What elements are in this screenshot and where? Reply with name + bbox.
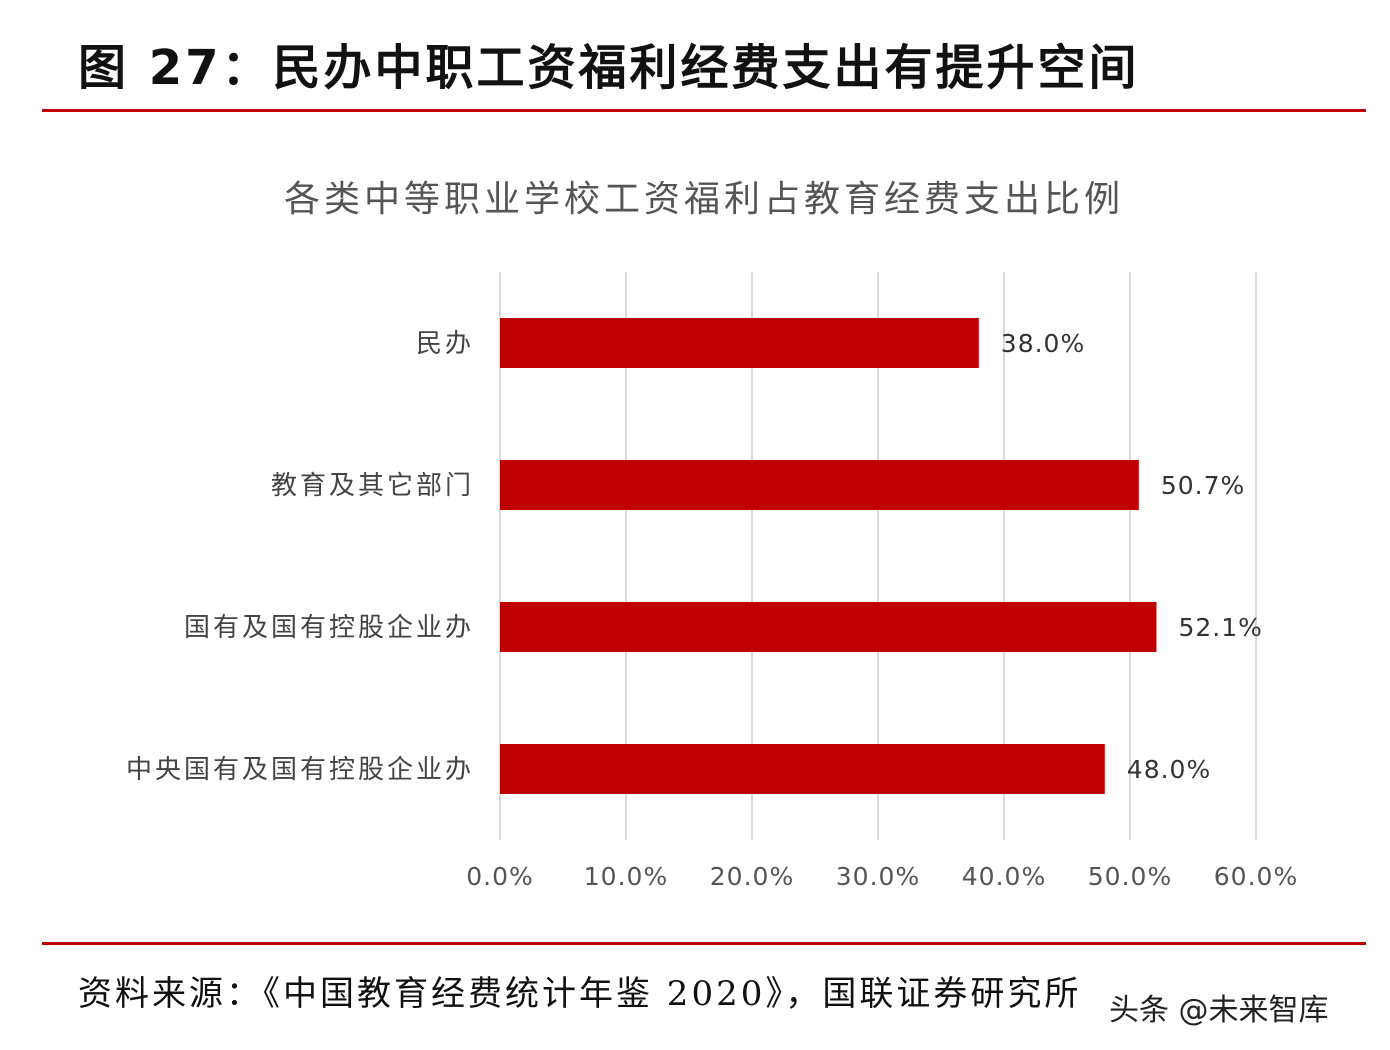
data-label: 38.0% <box>1001 329 1085 358</box>
bar <box>500 460 1139 510</box>
bar <box>500 602 1157 652</box>
figure-title: 图 27：民办中职工资福利经费支出有提升空间 <box>78 40 1140 96</box>
x-tick-label: 20.0% <box>710 862 794 891</box>
data-label: 52.1% <box>1178 613 1262 642</box>
x-tick-label: 60.0% <box>1214 862 1298 891</box>
x-tick-label: 40.0% <box>962 862 1046 891</box>
watermark: 头条 @未来智库 <box>1105 985 1333 1029</box>
data-label: 50.7% <box>1161 471 1245 500</box>
category-label: 民办 <box>416 329 474 359</box>
bottom-divider <box>42 942 1366 945</box>
category-label: 中央国有及国有控股企业办 <box>126 755 474 785</box>
labels: 0.0% 10.0% 20.0% 30.0% 40.0% 50.0% 60.0% 民办 38.0… <box>126 329 1298 891</box>
top-divider <box>42 109 1366 112</box>
x-tick-label: 30.0% <box>836 862 920 891</box>
category-label: 教育及其它部门 <box>271 471 474 501</box>
x-tick-label: 0.0% <box>466 862 534 891</box>
x-tick-label: 50.0% <box>1088 862 1172 891</box>
chart-title: 各类中等职业学校工资福利占教育经费支出比例 <box>284 179 1124 220</box>
category-label: 国有及国有控股企业办 <box>184 613 474 643</box>
bars <box>500 318 1157 794</box>
bar <box>500 318 979 368</box>
data-label: 48.0% <box>1127 755 1211 784</box>
bar <box>500 744 1105 794</box>
source-note: 资料来源：《中国教育经费统计年鉴 2020》，国联证券研究所 <box>78 974 1082 1014</box>
x-tick-label: 10.0% <box>584 862 668 891</box>
